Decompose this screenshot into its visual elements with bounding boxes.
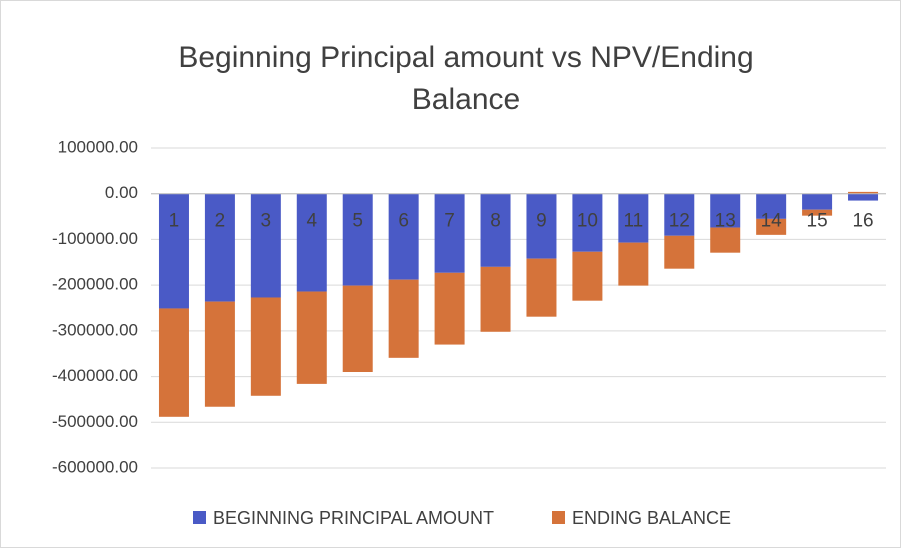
bar-segment <box>296 193 327 292</box>
x-tick-label: 13 <box>715 211 736 232</box>
bar-segment <box>802 193 833 210</box>
x-tick-label: 16 <box>852 211 873 232</box>
bar-segment <box>848 191 879 194</box>
x-tick-label: 14 <box>761 211 783 232</box>
bar-segment <box>664 193 695 236</box>
bar-segment <box>618 242 649 286</box>
bar-segment <box>434 193 465 273</box>
bar-segment <box>710 227 741 253</box>
bar-segment <box>710 193 741 228</box>
bar-segment <box>158 193 189 309</box>
bar-segment <box>204 193 235 302</box>
legend-swatch <box>552 511 565 524</box>
x-tick-label: 8 <box>490 211 501 232</box>
x-tick-label: 1 <box>169 211 180 232</box>
x-tick-label: 11 <box>623 211 643 232</box>
bar-segment <box>250 193 281 298</box>
bar-segment <box>802 209 833 216</box>
bar-segment <box>388 279 419 358</box>
x-tick-label: 2 <box>215 211 226 232</box>
bar-segment <box>848 193 879 201</box>
bar-segment <box>480 193 511 267</box>
y-tick-label: -500000.00 <box>52 412 138 431</box>
bar-segment <box>250 297 281 396</box>
bar-segment <box>480 266 511 332</box>
x-tick-label: 10 <box>577 211 598 232</box>
bar-segment <box>388 193 419 280</box>
bar-segment <box>756 193 787 219</box>
y-tick-label: -400000.00 <box>52 366 138 385</box>
bar-segment <box>618 193 649 243</box>
y-tick-label: -200000.00 <box>52 275 138 294</box>
y-tick-label: -600000.00 <box>52 457 138 476</box>
chart-title: Beginning Principal amount vs NPV/Ending… <box>178 41 754 116</box>
x-tick-label: 4 <box>306 211 317 232</box>
bar-segment <box>342 285 373 372</box>
bar-segment <box>572 193 603 252</box>
legend-swatch <box>193 511 206 524</box>
bar-segment <box>664 235 695 269</box>
bar-segment <box>296 291 327 384</box>
y-tick-label: 0.00 <box>105 183 138 202</box>
bar-segment <box>526 193 557 259</box>
legend-label: BEGINNING PRINCIPAL AMOUNT <box>213 508 494 528</box>
bar-segment <box>526 258 557 317</box>
y-tick-label: -300000.00 <box>52 320 138 339</box>
bar-segment <box>434 272 465 345</box>
legend-label: ENDING BALANCE <box>572 508 731 528</box>
x-tick-label: 12 <box>669 211 690 232</box>
bar-segment <box>756 218 787 235</box>
x-tick-label: 6 <box>398 211 409 232</box>
y-tick-label: -100000.00 <box>52 229 138 248</box>
bar-segment <box>342 193 373 286</box>
y-tick-label: 100000.00 <box>58 137 138 156</box>
x-tick-label: 7 <box>444 211 455 232</box>
x-tick-label: 15 <box>807 211 828 232</box>
bar-segment <box>158 308 189 417</box>
x-tick-label: 3 <box>261 211 272 232</box>
x-tick-label: 9 <box>536 211 547 232</box>
x-tick-label: 5 <box>352 211 363 232</box>
bar-segment <box>204 301 235 407</box>
bar-segment <box>572 251 603 301</box>
